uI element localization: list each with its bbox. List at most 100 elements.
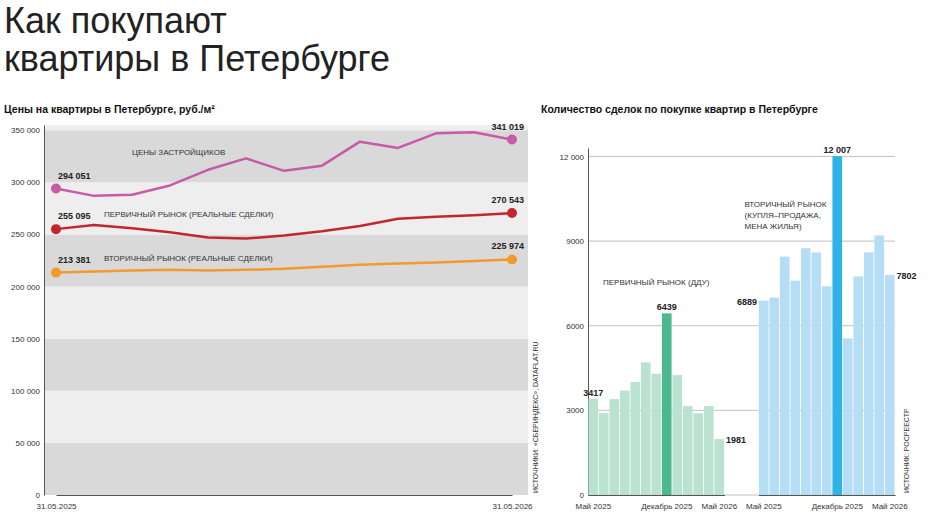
bar bbox=[811, 252, 821, 495]
bar bbox=[599, 413, 609, 495]
tick-label: 350 000 bbox=[11, 126, 40, 135]
bar bbox=[769, 298, 779, 495]
marker bbox=[507, 135, 517, 145]
chart-title: Цены на квартиры в Петербурге, руб./м² bbox=[4, 103, 215, 115]
y-axis: 0 3000 6000 9000 12 000 bbox=[560, 149, 589, 501]
data-label: 294 051 bbox=[58, 171, 91, 181]
x-tick: Декабрь 2025 bbox=[812, 495, 864, 511]
tick-label: 31.05.2025 bbox=[36, 502, 77, 511]
y-tick: 9000 bbox=[566, 237, 588, 246]
tick-label: 9000 bbox=[566, 237, 584, 246]
bar bbox=[822, 286, 832, 495]
bar bbox=[780, 257, 790, 495]
bar bbox=[672, 375, 682, 495]
tick-label: 250 000 bbox=[11, 230, 40, 239]
tick-label: 200 000 bbox=[11, 283, 40, 292]
bar bbox=[790, 281, 800, 495]
axis-line bbox=[57, 495, 513, 496]
y-axis: 0 50 000 100 000 150 000 200 000 250 000 300 0… bbox=[11, 126, 44, 501]
tick-label: 100 000 bbox=[11, 387, 40, 396]
bar bbox=[662, 313, 672, 495]
y-tick: 250 000 bbox=[11, 230, 44, 239]
axis-line bbox=[589, 495, 726, 496]
x-tick: Май 2025 bbox=[746, 495, 782, 511]
data-label: 341 019 bbox=[491, 122, 524, 132]
tick-label: 150 000 bbox=[11, 335, 40, 344]
bar bbox=[714, 439, 724, 495]
grid-band bbox=[44, 339, 528, 391]
y-tick: 12 000 bbox=[560, 153, 588, 162]
bar bbox=[704, 406, 714, 495]
marker bbox=[51, 268, 61, 278]
series-label: ЦЕНЫ ЗАСТРОЙЩИКОВ bbox=[132, 148, 225, 157]
y-tick: 0 bbox=[580, 491, 588, 500]
chart-title: Количество сделок по покупке квартир в П… bbox=[541, 103, 818, 115]
source-note: ИСТОЧНИК: РОСРЕЕСТР bbox=[903, 408, 910, 493]
grid-line bbox=[588, 156, 895, 157]
marker bbox=[507, 254, 517, 264]
chart-canvas: Цены на квартиры в Петербурге, руб./м² 0 5… bbox=[0, 0, 930, 529]
marker bbox=[51, 184, 61, 194]
series-line bbox=[56, 132, 512, 196]
marker bbox=[507, 208, 517, 218]
page-title: Как покупают квартиры в Петербурге bbox=[4, 2, 464, 78]
bar bbox=[864, 252, 874, 495]
grid-line bbox=[588, 241, 895, 242]
y-tick: 0 bbox=[36, 491, 44, 500]
labels: ЦЕНЫ ЗАСТРОЙЩИКОВ294 051341 019ПЕРВИЧНЫЙ… bbox=[58, 122, 524, 265]
y-tick: 350 000 bbox=[11, 126, 44, 135]
bar bbox=[620, 391, 630, 495]
bar bbox=[853, 276, 863, 495]
tick-label: 300 000 bbox=[11, 178, 40, 187]
axis-line bbox=[44, 126, 45, 496]
tick-label: Май 2026 bbox=[872, 502, 908, 511]
axis-line bbox=[759, 495, 896, 496]
x-axis: Май 2025 Декабрь 2025 Май 2026 bbox=[575, 495, 737, 511]
x-tick: Май 2026 bbox=[872, 495, 908, 511]
grid bbox=[44, 125, 528, 495]
bar bbox=[683, 406, 693, 495]
source-note: ИСТОЧНИКИ: «СБЕРИНДЕКС», DATAFLAT.RU bbox=[532, 341, 540, 493]
x-tick: 31.05.2026 bbox=[492, 495, 533, 511]
grid-band bbox=[44, 125, 528, 130]
bar bbox=[874, 235, 884, 495]
series-label: ПЕРВИЧНЫЙ РЫНОК (ДДУ) bbox=[603, 278, 710, 287]
data-label: 225 974 bbox=[491, 241, 524, 251]
grid-band bbox=[44, 391, 528, 443]
grid-line bbox=[588, 325, 895, 326]
series-label: ВТОРИЧНЫЙ РЫНОК(КУПЛЯ–ПРОДАЖА,МЕНА ЖИЛЬЯ… bbox=[745, 200, 827, 231]
x-axis: 31.05.2025 31.05.2026 bbox=[36, 495, 533, 511]
tick-label: 3000 bbox=[566, 406, 584, 415]
tick-label: 0 bbox=[580, 491, 585, 500]
tick-label: Май 2025 bbox=[575, 502, 611, 511]
data-label: 1981 bbox=[726, 435, 746, 445]
data-label: 3417 bbox=[583, 388, 603, 398]
grid-band bbox=[44, 130, 528, 182]
tick-label: Декабрь 2025 bbox=[641, 502, 693, 511]
plot-marks bbox=[588, 156, 894, 495]
series-label: ВТОРИЧНЫЙ РЫНОК (РЕАЛЬНЫЕ СДЕЛКИ) bbox=[104, 254, 273, 263]
tick-label: 31.05.2026 bbox=[492, 502, 533, 511]
x-tick: Май 2026 bbox=[701, 495, 737, 511]
data-label: 12 007 bbox=[823, 145, 851, 155]
tick-label: 12 000 bbox=[560, 153, 585, 162]
y-tick: 150 000 bbox=[11, 335, 44, 344]
plot-marks bbox=[51, 132, 517, 277]
data-label: 270 543 bbox=[491, 195, 524, 205]
tick-label: 6000 bbox=[566, 322, 584, 331]
x-tick: Май 2025 bbox=[575, 495, 611, 511]
tick-label: Май 2026 bbox=[701, 502, 737, 511]
data-label: 6439 bbox=[657, 302, 677, 312]
y-tick: 50 000 bbox=[16, 439, 44, 448]
tick-label: 0 bbox=[36, 491, 41, 500]
tick-label: Декабрь 2025 bbox=[812, 502, 864, 511]
y-tick: 3000 bbox=[566, 406, 588, 415]
bar bbox=[885, 275, 895, 495]
data-label: 6889 bbox=[737, 297, 757, 307]
grid bbox=[588, 156, 895, 495]
x-tick: Декабрь 2025 bbox=[641, 495, 693, 511]
grid-band bbox=[44, 234, 528, 286]
y-tick: 6000 bbox=[566, 322, 588, 331]
data-label: 7802 bbox=[897, 271, 917, 281]
tick-label: Май 2025 bbox=[746, 502, 782, 511]
